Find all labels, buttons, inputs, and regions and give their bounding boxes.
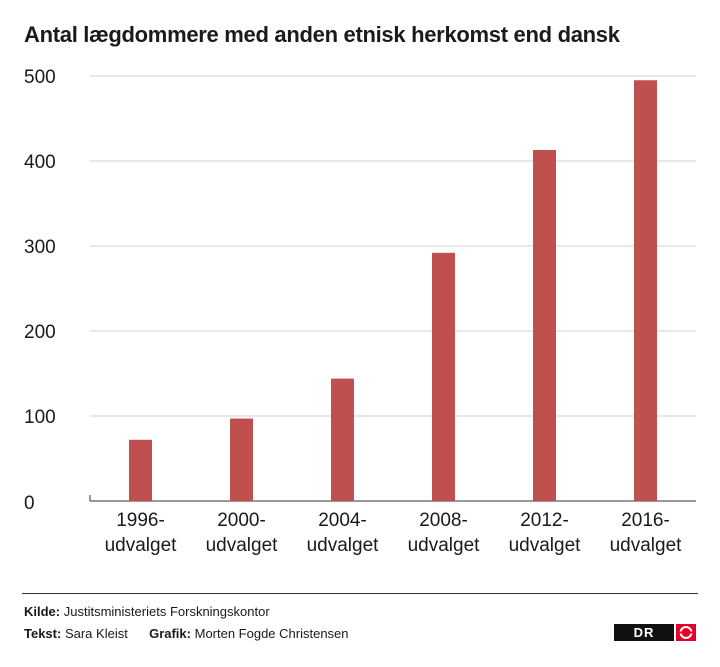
- text-value: Sara Kleist: [64, 626, 128, 641]
- dr-logo-text: DR: [614, 624, 674, 641]
- dr-logo-icon: [676, 624, 696, 641]
- y-tick-label: 200: [24, 322, 56, 343]
- bar: [533, 149, 556, 501]
- y-tick-label: 100: [24, 407, 56, 428]
- text-label: Tekst:: [24, 626, 62, 641]
- x-tick-label: udvalget: [206, 535, 279, 556]
- bar: [634, 80, 657, 501]
- x-tick-label: 2008-: [419, 510, 468, 531]
- y-tick-label: 300: [24, 237, 56, 258]
- graphic-value: Morten Fogde Christensen: [194, 626, 349, 641]
- graphic-label: Grafik:: [149, 626, 191, 641]
- y-tick-label: 500: [24, 67, 56, 88]
- x-tick-label: 2004-: [318, 510, 367, 531]
- chart-title: Antal lægdommere med anden etnisk herkom…: [24, 22, 620, 47]
- footer-divider: [22, 593, 698, 594]
- x-tick-label: udvalget: [509, 535, 582, 556]
- source-line: Kilde: Justitsministeriets Forskningskon…: [24, 604, 270, 619]
- source-value: Justitsministeriets Forskningskontor: [63, 604, 270, 619]
- x-tick-label: udvalget: [307, 535, 380, 556]
- x-tick-label: udvalget: [610, 535, 683, 556]
- x-tick-label: 2016-: [621, 510, 670, 531]
- bar: [432, 252, 455, 501]
- y-tick-label: 400: [24, 152, 56, 173]
- bar: [331, 378, 354, 501]
- source-label: Kilde:: [24, 604, 61, 619]
- y-tick-label: 0: [24, 493, 35, 514]
- bar-chart: 0 100 200 300 400 500 1996- udvalget 2000- udvalg…: [24, 67, 696, 556]
- dr-logo: DR: [614, 624, 696, 641]
- x-tick-label: udvalget: [408, 535, 481, 556]
- x-tick-label: 2012-: [520, 510, 569, 531]
- x-tick-label: 2000-: [217, 510, 266, 531]
- credits-line: Tekst: Sara Kleist Grafik: Morten Fogde …: [24, 626, 349, 641]
- bar: [129, 439, 152, 501]
- x-tick-label: 1996-: [116, 510, 165, 531]
- x-tick-label: udvalget: [105, 535, 178, 556]
- bar: [230, 418, 253, 501]
